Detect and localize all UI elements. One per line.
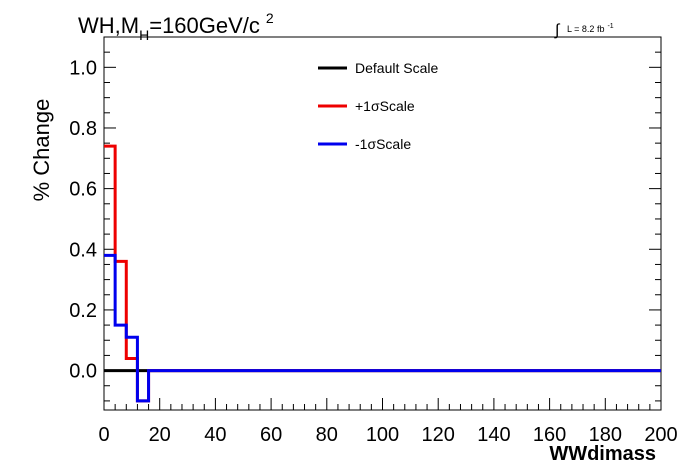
x-tick-label: 140 (477, 424, 510, 446)
lumi-label: L = 8.2 fb -1 (567, 23, 614, 34)
x-tick-label: 120 (422, 424, 455, 446)
x-tick-label: 0 (98, 424, 109, 446)
legend-label: Default Scale (355, 60, 438, 76)
y-tick-label: 0.0 (69, 361, 97, 383)
legend-label: -1σScale (355, 136, 411, 152)
y-tick-label: 1.0 (69, 57, 97, 79)
legend: Default Scale +1σScale -1σScale (318, 60, 438, 152)
legend-label: +1σScale (355, 98, 415, 114)
x-tick-labels: 0 20 40 60 80 100 120 140 160 180 200 (98, 424, 677, 446)
chart-title-main: WH,M (78, 13, 139, 38)
chart-title-superscript: 2 (266, 10, 274, 26)
x-tick-label: 160 (533, 424, 566, 446)
chart-title: WH,MH=160GeV/c 2 (78, 10, 274, 43)
x-tick-label: 80 (316, 424, 338, 446)
y-axis-title: % Change (29, 99, 54, 202)
x-tick-label: 60 (260, 424, 282, 446)
x-tick-label: 20 (149, 424, 171, 446)
x-tick-label: 200 (644, 424, 677, 446)
plot-frame (103, 36, 662, 411)
y-tick-labels: 0.0 0.2 0.4 0.6 0.8 1.0 (69, 57, 97, 382)
y-tick-label: 0.8 (69, 118, 97, 140)
x-tick-label: 40 (204, 424, 226, 446)
chart-title-rest: =160GeV/c (149, 13, 260, 38)
y-tick-label: 0.4 (69, 239, 97, 261)
series-line--1-scale (104, 253, 661, 403)
axis-ticks (103, 51, 662, 410)
series-line--1-scale (104, 144, 661, 403)
x-tick-label: 100 (366, 424, 399, 446)
y-tick-label: 0.6 (69, 179, 97, 201)
integral-symbol: ∫ (554, 22, 561, 39)
x-axis-title: WWdimass (549, 443, 656, 465)
lumi-text: L = 8.2 fb (567, 24, 604, 34)
y-tick-label: 0.2 (69, 300, 97, 322)
x-tick-label: 180 (589, 424, 622, 446)
series-lines (104, 144, 661, 403)
chart-title-subscript: H (139, 27, 149, 43)
lumi-superscript: -1 (607, 23, 613, 30)
